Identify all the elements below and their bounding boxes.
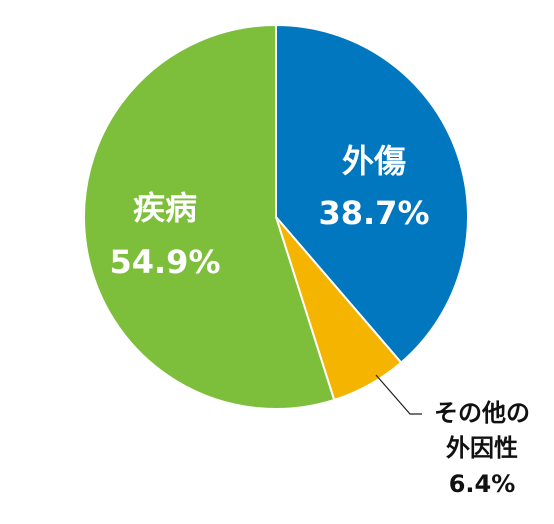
leader-line-other: [375, 374, 422, 415]
slice-label-trauma: 外傷: [342, 142, 406, 180]
slice-label-other-line1: その他の: [434, 399, 530, 427]
slice-label-disease: 疾病: [133, 189, 197, 227]
slice-value-other: 6.4%: [449, 470, 516, 498]
slice-label-other-line2: 外因性: [446, 434, 518, 462]
slice-disease: [83, 23, 336, 410]
slice-value-disease: 54.9%: [109, 243, 220, 281]
slice-trauma: [275, 23, 469, 365]
slice-value-trauma: 38.7%: [318, 194, 429, 232]
